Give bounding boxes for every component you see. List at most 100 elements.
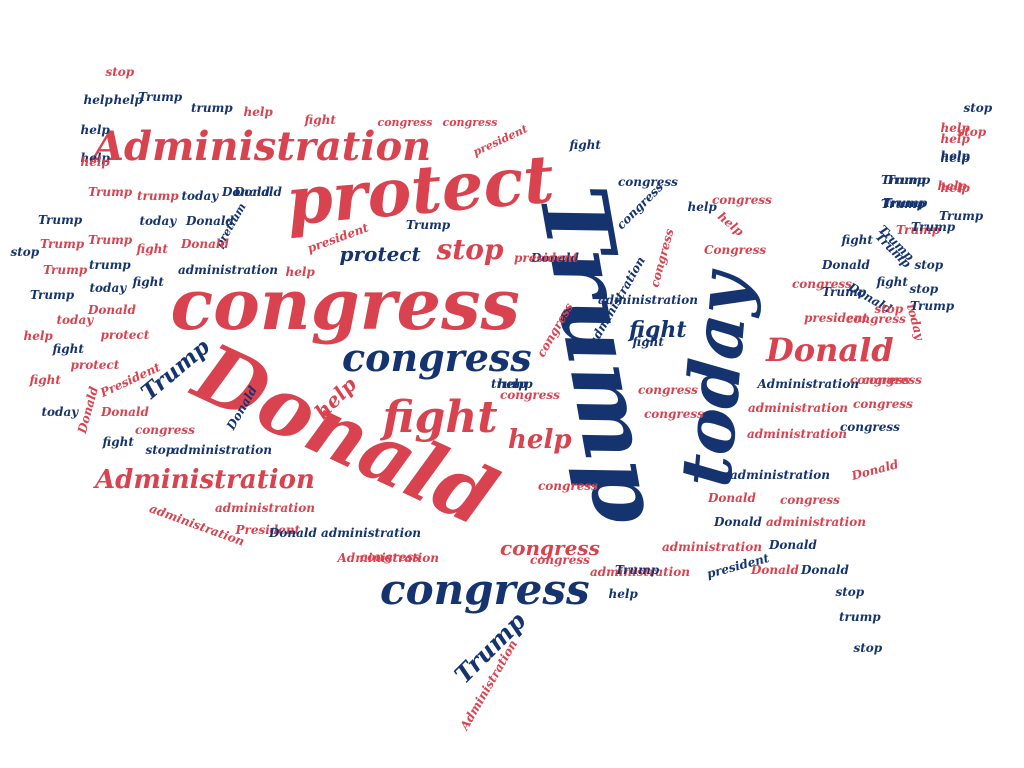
word-help: help: [687, 200, 717, 214]
word-today: today: [181, 189, 219, 203]
word-congress: congress: [792, 277, 852, 291]
word-congress: congress: [360, 550, 420, 564]
word-donald: Donald: [766, 331, 894, 369]
word-help: help: [714, 209, 746, 239]
word-congress: congress: [380, 565, 590, 614]
word-congress: congress: [712, 193, 772, 207]
word-congress: congress: [618, 175, 678, 189]
word-help: help: [113, 93, 143, 107]
word-stop: stop: [145, 443, 175, 457]
word-donald: Donald: [714, 515, 762, 529]
word-trump: Trump: [138, 90, 183, 104]
word-stop: stop: [963, 101, 993, 115]
word-fight: fight: [52, 342, 84, 356]
word-congress: congress: [500, 536, 600, 560]
word-administration: administration: [178, 263, 278, 277]
word-stop: stop: [105, 65, 135, 79]
word-administration: administration: [747, 427, 847, 441]
word-congress: congress: [853, 397, 913, 411]
word-donald: Donald: [88, 303, 136, 317]
word-donald: Donald: [222, 185, 270, 199]
word-trump: trump: [89, 258, 131, 272]
word-administration: administration: [748, 401, 848, 415]
word-trump: Trump: [88, 185, 133, 199]
word-help: help: [285, 265, 315, 279]
word-help: help: [497, 377, 527, 391]
word-congress: congress: [638, 383, 698, 397]
word-administration: Administration: [337, 551, 439, 565]
word-help: help: [80, 155, 110, 169]
word-donald: Donald: [801, 563, 849, 577]
word-congress: congress: [850, 373, 910, 387]
word-administration: administration: [598, 293, 698, 307]
word-donald: Donald: [101, 405, 149, 419]
word-donald: Donald: [186, 214, 234, 228]
word-trump: Trump: [881, 173, 926, 187]
word-fight: fight: [132, 275, 164, 289]
word-help: help: [937, 179, 967, 193]
word-congress: congress: [840, 420, 900, 434]
word-help: help: [80, 123, 110, 137]
word-congress: congress: [862, 373, 922, 387]
word-stop: stop: [914, 258, 944, 272]
word-donald: Donald: [751, 563, 799, 577]
word-administration: administration: [172, 443, 272, 457]
word-congress: congress: [538, 479, 598, 493]
word-trump: Trump: [30, 288, 75, 302]
word-donald-administration: Donald administration: [269, 526, 421, 540]
word-fight: fight: [569, 138, 601, 152]
word-protect: protect: [100, 328, 150, 342]
word-trump: Trump: [43, 263, 88, 277]
word-trump: Trump: [822, 285, 867, 299]
word-donald: Donald: [181, 237, 229, 251]
word-fight: fight: [102, 435, 134, 449]
word-fight: fight: [632, 335, 664, 349]
word-trump: Trump: [939, 209, 984, 223]
word-congress: congress: [500, 388, 560, 402]
word-administration: administration: [215, 501, 315, 515]
word-stop: stop: [10, 245, 40, 259]
word-help: help: [940, 181, 970, 195]
word-congress: Congress: [704, 243, 767, 257]
word-fight: fight: [382, 392, 498, 443]
word-fight: fight: [29, 373, 61, 387]
word-stop: stop: [436, 233, 504, 266]
word-trump: Trump: [910, 299, 955, 313]
word-today: today: [56, 313, 94, 327]
word-fight: fight: [629, 317, 687, 343]
word-donald: Donald: [850, 457, 900, 483]
word-help: help: [243, 105, 273, 119]
word-congress: congress: [647, 227, 677, 289]
word-donald: Donald: [708, 491, 756, 505]
word-stop: stop: [874, 302, 904, 316]
word-fight: fight: [304, 113, 336, 127]
word-donald: Donald: [74, 385, 101, 435]
word-president: president: [514, 251, 578, 265]
word-trump: trump: [491, 377, 533, 391]
word-trump: trump: [839, 610, 881, 624]
word-trump: Trump: [406, 218, 451, 232]
word-trump: Trump: [88, 233, 133, 247]
word-administration: administration: [730, 468, 830, 482]
word-help: help: [940, 132, 970, 146]
word-administration: Administration: [93, 123, 432, 170]
word-protect: protect: [70, 358, 120, 372]
word-help: help: [83, 93, 113, 107]
word-fight: fight: [136, 242, 168, 256]
word-help: help: [23, 329, 53, 343]
word-president: president: [804, 311, 868, 325]
word-donald: Donald: [822, 258, 870, 272]
word-congress: congress: [170, 263, 520, 346]
word-stop: stop: [957, 125, 987, 139]
word-congress: congress: [442, 115, 498, 129]
word-today: today: [41, 405, 79, 419]
word-congress: congress: [780, 493, 840, 507]
word-help: help: [508, 425, 572, 455]
word-stop: stop: [853, 641, 883, 655]
word-administration: Administration: [95, 465, 315, 495]
word-donald: Donald: [234, 185, 282, 199]
word-congress: congress: [377, 115, 433, 129]
word-congress: congress: [135, 423, 195, 437]
word-stop: stop: [835, 585, 865, 599]
